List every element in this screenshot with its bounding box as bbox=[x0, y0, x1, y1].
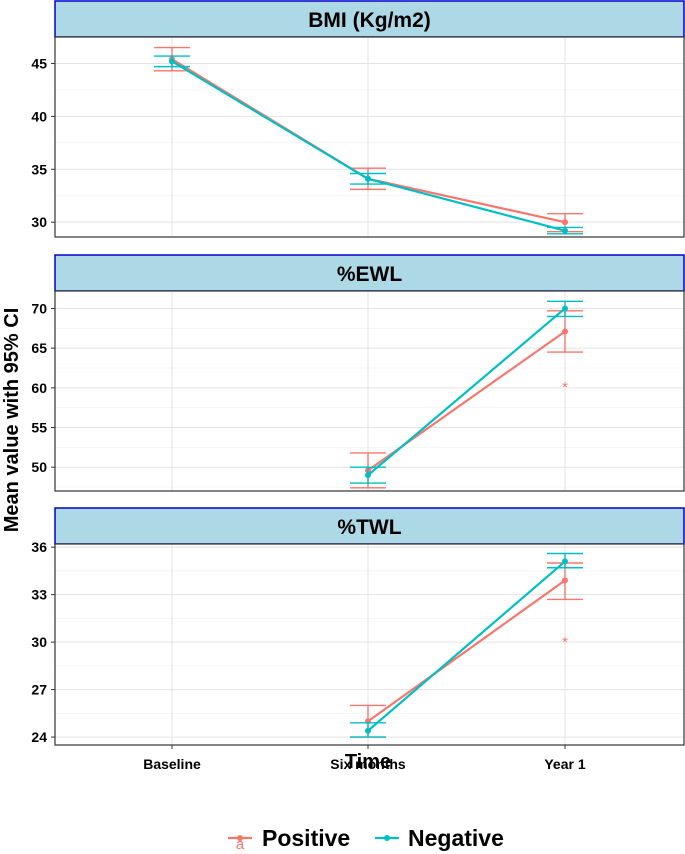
legend-key-point bbox=[384, 835, 390, 841]
y-tick-label: 36 bbox=[31, 539, 47, 555]
series-negative bbox=[350, 552, 583, 738]
data-point bbox=[562, 328, 568, 335]
legend-key-glyph: a bbox=[236, 836, 245, 853]
y-tick-label: 40 bbox=[31, 108, 47, 124]
data-point bbox=[562, 577, 568, 584]
x-tick-label: Six months bbox=[330, 756, 406, 772]
y-tick-label: 50 bbox=[31, 459, 47, 475]
panel-border bbox=[54, 543, 685, 746]
legend-key-point bbox=[237, 835, 243, 841]
y-tick-label: 45 bbox=[31, 55, 47, 71]
data-point bbox=[169, 58, 175, 65]
y-tick-label: 65 bbox=[31, 340, 47, 356]
x-axis-title: Time bbox=[345, 751, 391, 773]
panel-border bbox=[54, 36, 685, 238]
plot-background bbox=[55, 291, 684, 491]
series-negative bbox=[154, 55, 583, 235]
legend: a Positive Negative bbox=[228, 825, 504, 853]
y-tick-label: 30 bbox=[31, 214, 47, 230]
plot-background bbox=[55, 37, 684, 237]
series-negative bbox=[350, 300, 583, 484]
y-tick-label: 60 bbox=[31, 380, 47, 396]
panel-title: %EWL bbox=[337, 263, 403, 286]
series-line bbox=[367, 307, 566, 476]
panel-3: %TWL 24 27 30 33 36 * bbox=[31, 507, 685, 746]
significance-marker: * bbox=[562, 379, 568, 396]
y-tick-label: 33 bbox=[31, 587, 47, 603]
panel-border bbox=[54, 290, 685, 492]
data-point bbox=[562, 558, 568, 565]
data-point bbox=[562, 219, 568, 226]
panel-strip bbox=[54, 0, 685, 38]
plot-background bbox=[55, 544, 684, 745]
data-point bbox=[365, 472, 371, 479]
data-point bbox=[365, 175, 371, 182]
panel-title: %TWL bbox=[337, 516, 401, 539]
panel-2: %EWL 50 55 60 65 70 * bbox=[31, 254, 685, 492]
significance-marker: * bbox=[562, 634, 568, 651]
data-point bbox=[365, 727, 371, 734]
panels-layer: BMI (Kg/m2) 30 35 40 45 %EWL 50 55 60 65 70 * %TWL 24… bbox=[31, 0, 685, 772]
panel-title: BMI (Kg/m2) bbox=[308, 9, 431, 32]
y-tick-label: 35 bbox=[31, 161, 47, 177]
series-line bbox=[367, 579, 566, 723]
legend-label: Positive bbox=[262, 825, 350, 851]
panel-strip bbox=[54, 507, 685, 545]
data-point bbox=[562, 305, 568, 312]
panel-1: BMI (Kg/m2) 30 35 40 45 bbox=[31, 0, 685, 238]
y-axis-title: Mean value with 95% CI bbox=[1, 308, 23, 533]
y-tick-label: 30 bbox=[31, 634, 47, 650]
data-point bbox=[562, 227, 568, 234]
legend-label: Negative bbox=[408, 825, 504, 851]
y-tick-label: 70 bbox=[31, 300, 47, 316]
panel-strip bbox=[54, 254, 685, 292]
y-tick-label: 24 bbox=[31, 729, 47, 745]
legend-item-positive: a Positive bbox=[228, 825, 350, 853]
x-tick-label: Baseline bbox=[143, 756, 201, 772]
legend-item-negative: Negative bbox=[375, 825, 504, 851]
y-tick-label: 27 bbox=[31, 682, 47, 698]
series-line bbox=[367, 560, 566, 732]
x-tick-label: Year 1 bbox=[544, 756, 585, 772]
y-tick-label: 55 bbox=[31, 420, 47, 436]
